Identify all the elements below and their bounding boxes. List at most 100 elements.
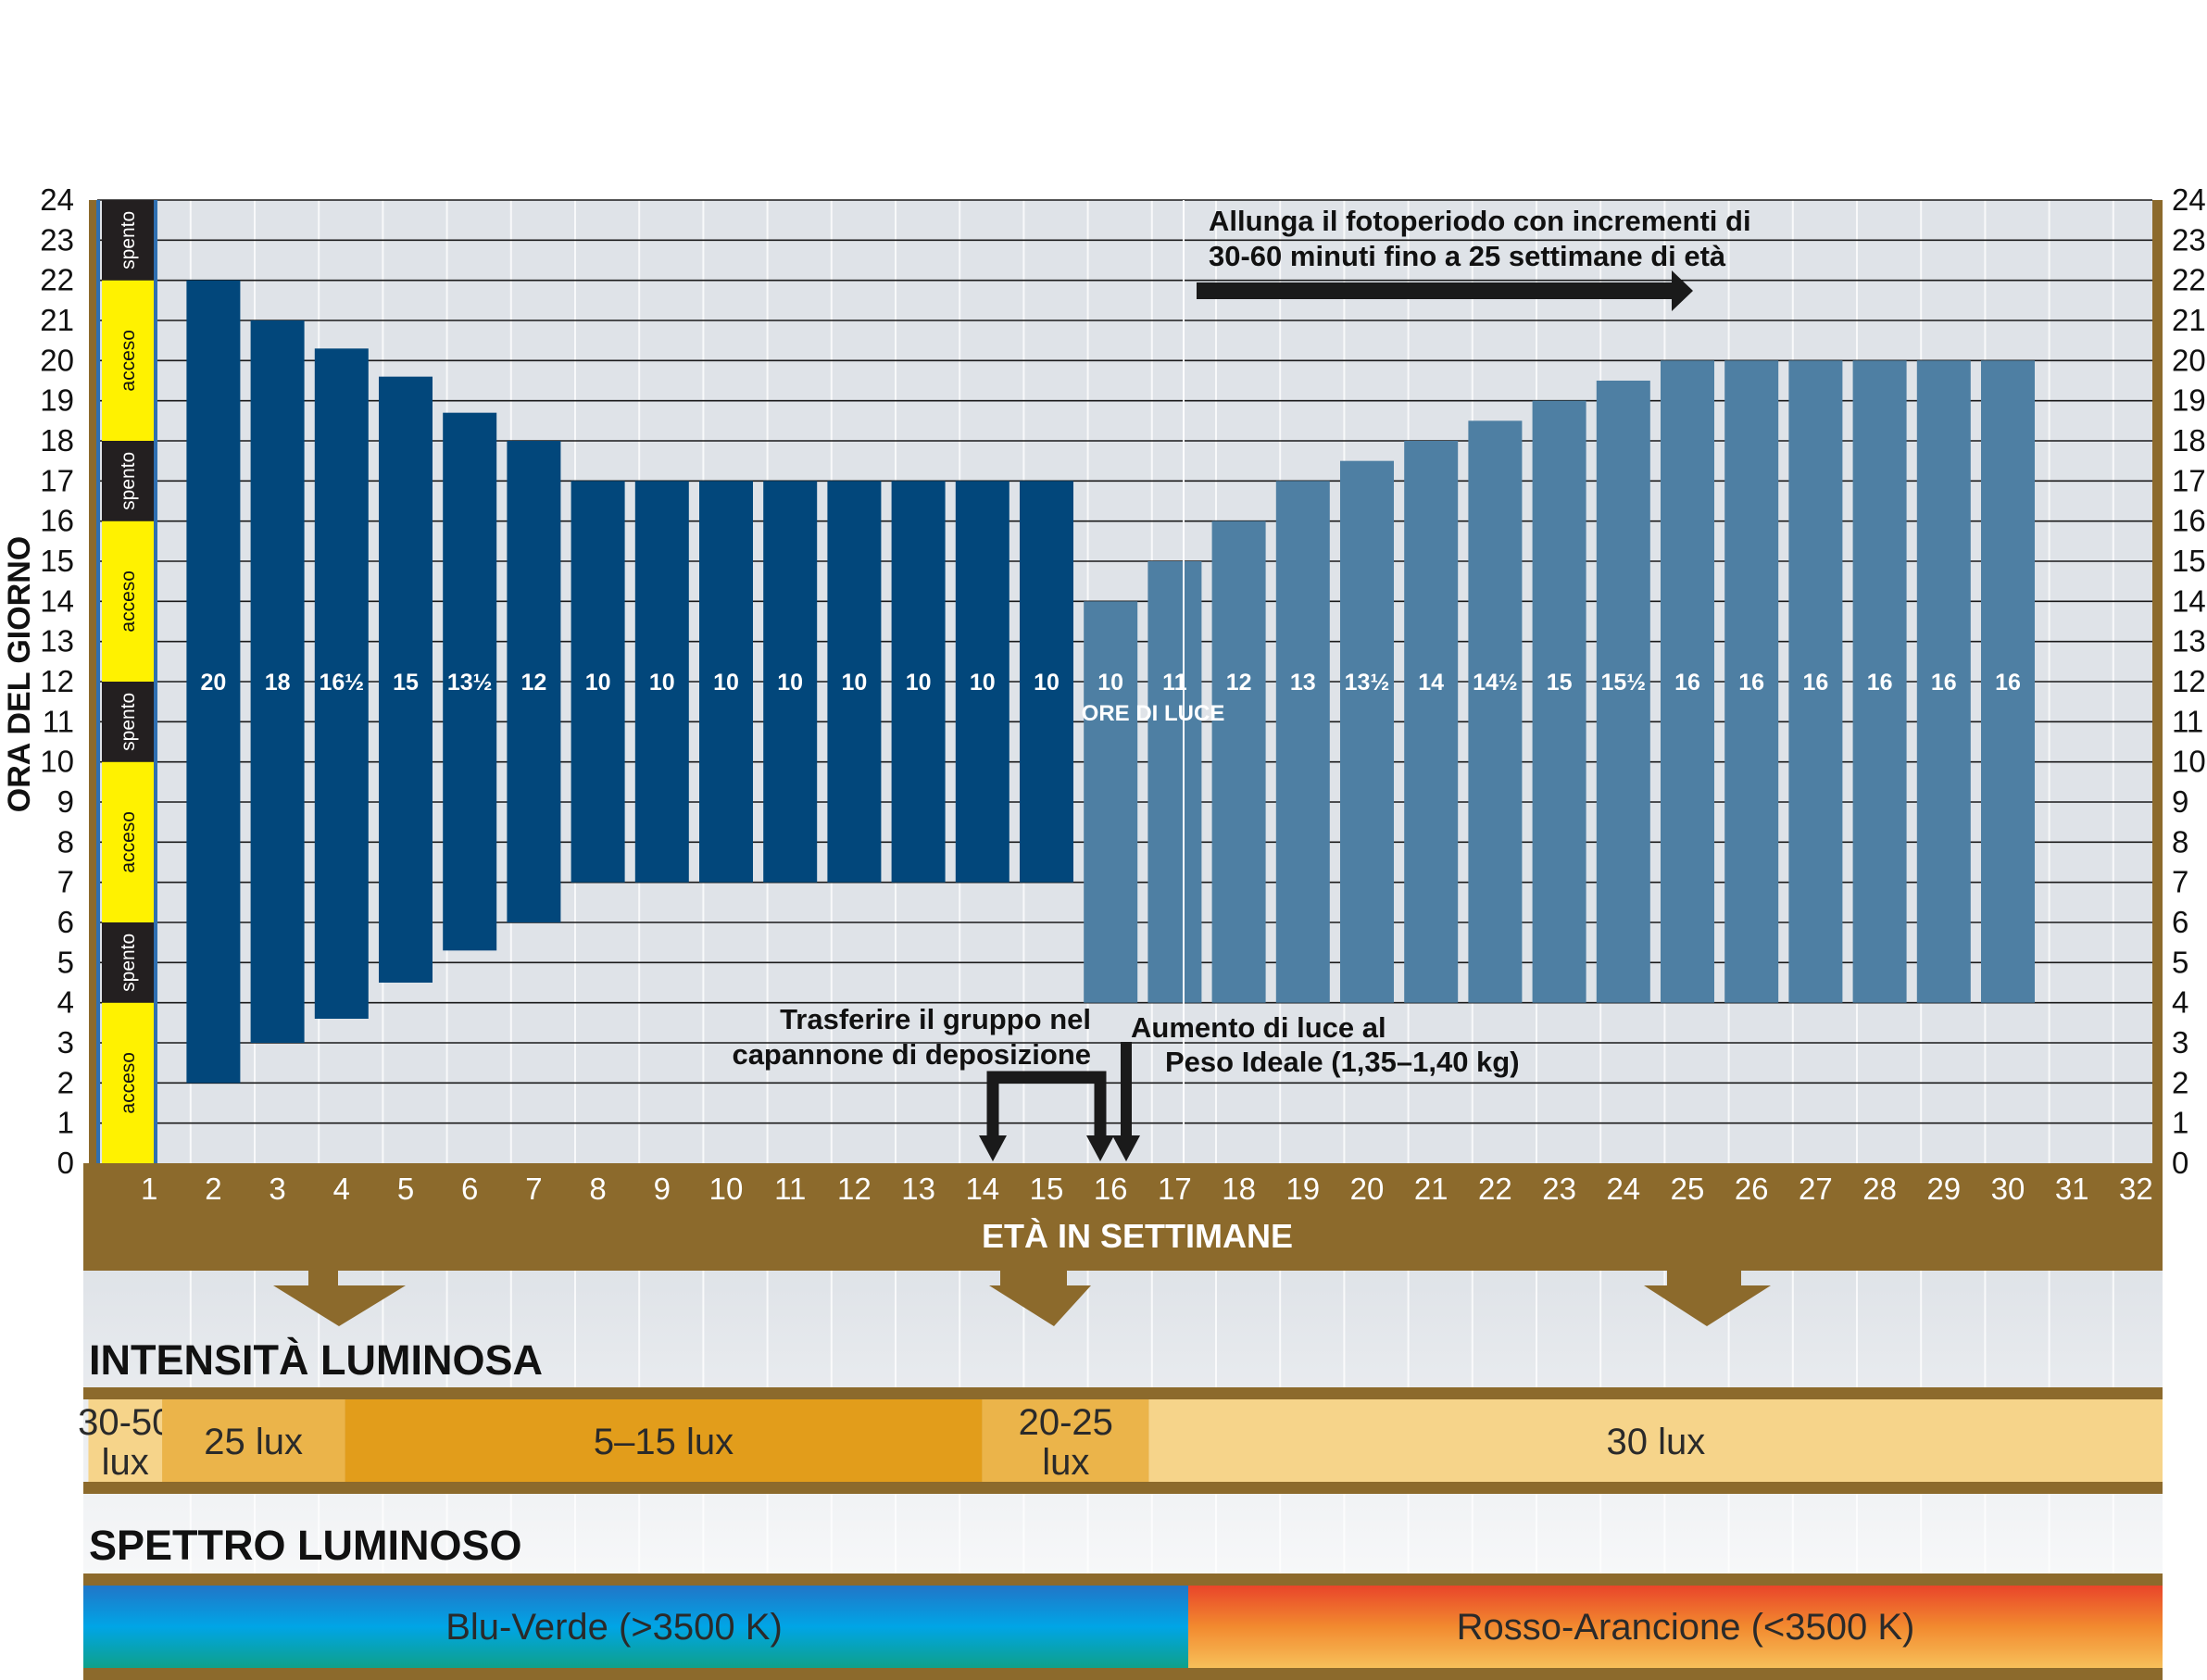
bar-label-week-5: 15 <box>393 670 419 696</box>
schedule-segment-spento <box>102 682 154 762</box>
bar-label-week-26: 16 <box>1738 670 1764 696</box>
y-tick-label-right: 11 <box>2172 704 2203 738</box>
y-tick-label-right: 23 <box>2172 222 2206 257</box>
annotation-allunga-line2: 30-60 minuti fino a 25 settimane di età <box>1209 240 1726 272</box>
bar-week-24 <box>1596 381 1650 1003</box>
x-tick-label: 27 <box>1799 1172 1833 1206</box>
x-tick-label: 2 <box>205 1172 221 1206</box>
x-tick-label: 26 <box>1735 1172 1769 1206</box>
y-tick-label-left: 22 <box>40 263 74 297</box>
y-tick-label-right: 24 <box>2172 182 2206 217</box>
x-tick-label: 25 <box>1671 1172 1705 1206</box>
spectrum-bottom-rule <box>83 1668 2163 1680</box>
x-tick-label: 3 <box>269 1172 285 1206</box>
x-tick-label: 7 <box>525 1172 542 1206</box>
bar-week-27 <box>1788 360 1843 1003</box>
spectrum-segment-rosso-arancione <box>1188 1586 2163 1668</box>
spectrum-segment-blu-verde <box>83 1586 1188 1668</box>
y-tick-label-right: 0 <box>2172 1146 2188 1180</box>
bar-label-week-6: 13½ <box>447 670 493 696</box>
down-arrow-icon-1 <box>273 1271 406 1326</box>
intensity-segment-5 <box>1148 1399 2163 1482</box>
bar-week-9 <box>634 481 689 883</box>
x-axis-title: ETÀ IN SETTIMANE <box>982 1217 1293 1255</box>
spectrum-label-blu-verde: Blu-Verde (>3500 K) <box>445 1607 783 1648</box>
x-tick-label: 15 <box>1030 1172 1064 1206</box>
annotation-aumento-line2: Peso Ideale (1,35–1,40 kg) <box>1165 1046 1520 1078</box>
spectrum-title: SPETTRO LUMINOSO <box>89 1522 522 1569</box>
y-tick-label-left: 6 <box>57 905 74 939</box>
bar-label-week-10: 10 <box>713 670 739 696</box>
y-tick-label-right: 4 <box>2172 985 2188 1020</box>
bar-label-week-8: 10 <box>585 670 611 696</box>
schedule-label-spento: spento <box>118 211 139 270</box>
x-tick-label: 19 <box>1285 1172 1320 1206</box>
spectrum-top-rule <box>83 1573 2163 1586</box>
down-arrow-icon-2 <box>989 1271 1091 1326</box>
bar-label-week-3: 18 <box>265 670 291 696</box>
bar-label-week-13: 10 <box>906 670 932 696</box>
bar-label-week-9: 10 <box>649 670 675 696</box>
bar-week-10 <box>699 481 753 883</box>
bar-week-2 <box>186 280 241 1084</box>
bar-label-week-22: 14½ <box>1473 670 1518 696</box>
y-tick-label-right: 21 <box>2172 303 2206 337</box>
annotation-aumento-line1: Aumento di luce al <box>1131 1011 1386 1044</box>
y-tick-label-right: 19 <box>2172 383 2206 418</box>
intensity-segment-4 <box>982 1399 1149 1482</box>
x-ticks: 1 2 3 4 5 6 7 8 9 10 11 12 13 14 15 16 17 18 19 20 21 22 23 24 2… <box>141 1172 2153 1206</box>
bar-label-week-4: 16½ <box>319 670 364 696</box>
bar-label-week-15: 10 <box>1034 670 1060 696</box>
bar-label-week-16: 10 <box>1097 670 1123 696</box>
y-tick-label-right: 16 <box>2172 504 2206 538</box>
x-tick-label: 23 <box>1542 1172 1576 1206</box>
y-tick-label-left: 12 <box>40 664 74 698</box>
schedule-label-spento: spento <box>118 693 139 751</box>
bar-week-15 <box>1020 481 1073 883</box>
bar-week-5 <box>379 376 433 984</box>
y-tick-label-left: 23 <box>40 222 74 257</box>
intensity-bottom-rule <box>83 1482 2163 1494</box>
spectrum-label-rosso-arancione: Rosso-Arancione (<3500 K) <box>1457 1607 1915 1648</box>
x-tick-label: 32 <box>2119 1172 2153 1206</box>
schedule-label-acceso: acceso <box>118 811 139 873</box>
y-tick-label-left: 3 <box>57 1025 74 1059</box>
bar-week-25 <box>1661 360 1714 1003</box>
y-tick-label-left: 24 <box>40 182 74 217</box>
x-axis-band <box>83 1163 2163 1271</box>
bar-label-week-19: 13 <box>1290 670 1316 696</box>
bar-label-week-7: 12 <box>520 670 546 696</box>
intensity-top-rule <box>83 1387 2163 1399</box>
y-tick-label-left: 20 <box>40 343 74 377</box>
right-frame <box>2152 200 2163 1163</box>
intensity-label: 30 lux <box>1606 1422 1705 1462</box>
y-tick-label-left: 19 <box>40 383 74 418</box>
schedule-edge <box>154 200 157 1163</box>
y-tick-label-left: 11 <box>43 704 74 738</box>
bar-label-week-21: 14 <box>1418 670 1444 696</box>
y-tick-label-left: 9 <box>57 784 74 819</box>
annotation-allunga-line1: Allunga il fotoperiodo con incrementi di <box>1209 205 1751 237</box>
bar-week-12 <box>827 481 882 883</box>
y-tick-label-right: 18 <box>2172 423 2206 458</box>
y-tick-label-right: 10 <box>2172 745 2206 779</box>
y-tick-label-right: 13 <box>2172 624 2206 658</box>
y-tick-label-left: 1 <box>57 1106 74 1140</box>
y-tick-label-right: 8 <box>2172 824 2188 859</box>
y-tick-label-right: 14 <box>2172 583 2206 618</box>
y-tick-label-right: 12 <box>2172 664 2206 698</box>
bar-week-19 <box>1275 481 1330 1003</box>
x-tick-label: 22 <box>1478 1172 1512 1206</box>
bar-week-16 <box>1084 601 1138 1003</box>
x-tick-label: 30 <box>1991 1172 2025 1206</box>
y-tick-label-left: 7 <box>57 865 74 899</box>
first-week-schedule: acceso spento acceso spento acceso spento acce… <box>96 200 157 1163</box>
x-tick-label: 1 <box>141 1172 157 1206</box>
bar-label-week-11: 10 <box>777 670 803 696</box>
bar-week-3 <box>250 320 305 1043</box>
bar-week-26 <box>1724 360 1779 1003</box>
x-tick-label: 24 <box>1606 1172 1640 1206</box>
y-tick-label-left: 18 <box>40 423 74 458</box>
bar-labels: 20 18 16½ 15 13½ 12 10 10 10 10 10 10 10 10 10 11 12 13 13… <box>200 670 2020 696</box>
x-tick-label: 13 <box>901 1172 935 1206</box>
